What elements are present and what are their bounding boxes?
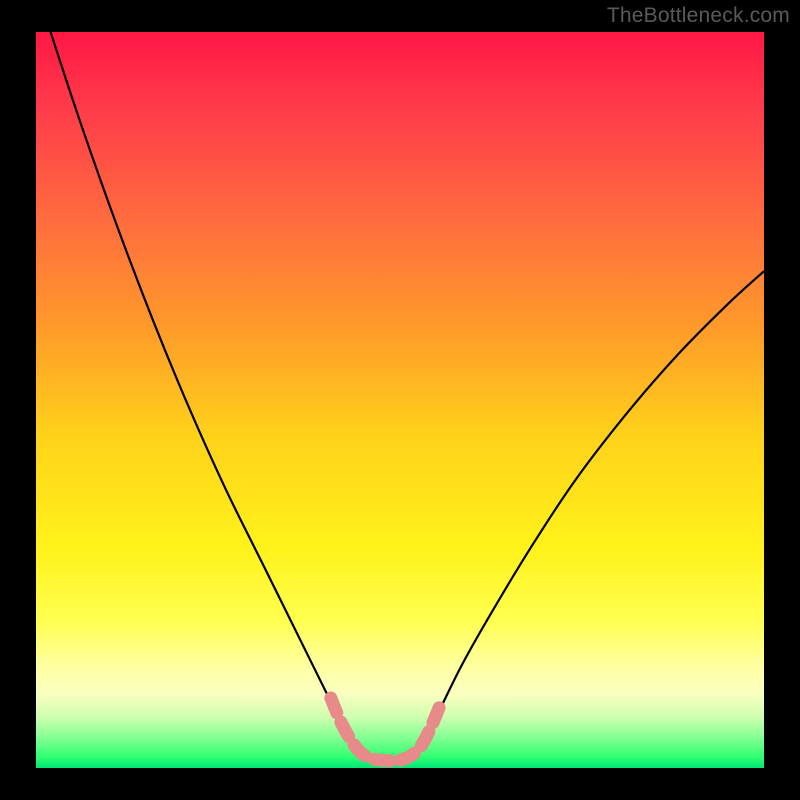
bottleneck-chart: TheBottleneck.com	[0, 0, 800, 800]
gradient-background	[36, 32, 764, 768]
watermark-text: TheBottleneck.com	[607, 4, 790, 28]
chart-svg	[0, 0, 800, 800]
